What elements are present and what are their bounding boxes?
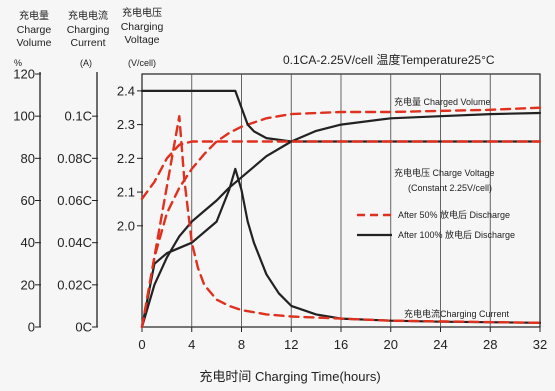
current-unit: (A) (80, 58, 92, 68)
legend: After 50% 放电后 Discharge After 100% 放电后 D… (357, 209, 515, 240)
current-tick-label: 0C (75, 320, 92, 335)
voltage-tick-label: 2.0 (117, 218, 135, 233)
x-tick-label: 16 (334, 337, 348, 352)
volume-series-after-100 (140, 111, 542, 329)
current-header-en-2: Current (70, 37, 105, 49)
x-tick-label: 24 (433, 337, 447, 352)
volume-tick-label: 60 (21, 193, 35, 208)
voltage-axis-header: 充电电压 Charging Voltage (V/cell) (121, 6, 164, 68)
volume-tick-label: 20 (21, 277, 35, 292)
constant-voltage-annotation: (Constant 2.25V/cell) (408, 183, 492, 193)
volume-series-after-50 (140, 106, 542, 329)
x-tick-label: 12 (284, 337, 298, 352)
x-tick-label: 0 (138, 337, 145, 352)
grid (191, 74, 491, 327)
volume-tick-label: 80 (21, 151, 35, 166)
current-header-en-1: Charging (67, 24, 110, 36)
voltage-header-en-2: Voltage (124, 34, 159, 46)
volume-axis-header: 充电量 Charge Volume % (14, 9, 52, 68)
voltage-unit: (V/cell) (128, 58, 156, 68)
current-axis-header: 充电电流 Charging Current (A) (67, 9, 110, 68)
voltage-header-en-1: Charging (121, 21, 164, 33)
x-tick-label: 4 (188, 337, 195, 352)
y-axis-ticks: 0 20 40 60 80 100 120 0C 0.02C 0.04C 0.06C 0.08C 0.1… (13, 67, 143, 335)
series-group (140, 89, 542, 329)
legend-label-50: After 50% 放电后 Discharge (398, 209, 510, 220)
volume-header-en-1: Charge (17, 24, 52, 36)
volume-tick-label: 40 (21, 235, 35, 250)
x-axis-label: 充电时间 Charging Time(hours) (199, 369, 380, 384)
current-tick-label: 0.1C (65, 109, 92, 124)
current-tick-label: 0.04C (57, 235, 92, 250)
voltage-tick-label: 2.2 (117, 151, 135, 166)
voltage-tick-label: 2.4 (117, 83, 135, 98)
current-tick-label: 0.08C (57, 151, 92, 166)
x-tick-label: 28 (483, 337, 497, 352)
x-tick-label: 20 (384, 337, 398, 352)
test-condition-label: 0.1CA-2.25V/cell 温度Temperature25°C (283, 52, 495, 67)
x-tick-label: 32 (533, 337, 547, 352)
voltage-series-after-50 (140, 140, 542, 201)
voltage-tick-label: 2.1 (117, 185, 135, 200)
x-tick-label: 8 (238, 337, 245, 352)
volume-header-zh: 充电量 (19, 9, 49, 22)
charge-voltage-annotation: 充电电压 Charge Voltage (394, 167, 495, 178)
current-tick-label: 0.06C (57, 193, 92, 208)
current-series-after-50 (140, 114, 542, 329)
charged-volume-annotation: 充电量 Charged Volume (394, 96, 491, 107)
charging-current-annotation: 充电电流Charging Current (404, 308, 510, 319)
volume-tick-label: 0 (28, 320, 35, 335)
voltage-tick-label: 2.3 (117, 117, 135, 132)
current-tick-label: 0.02C (57, 277, 92, 292)
x-axis-ticks: 0 4 8 12 16 20 24 28 32 (138, 327, 547, 352)
volume-header-en-2: Volume (16, 37, 51, 49)
volume-unit: % (14, 58, 22, 68)
current-header-zh: 充电电流 (68, 9, 108, 22)
volume-tick-label: 100 (13, 109, 35, 124)
legend-label-100: After 100% 放电后 Discharge (398, 229, 515, 240)
volume-tick-label: 120 (13, 67, 35, 82)
voltage-header-zh: 充电电压 (122, 6, 162, 19)
